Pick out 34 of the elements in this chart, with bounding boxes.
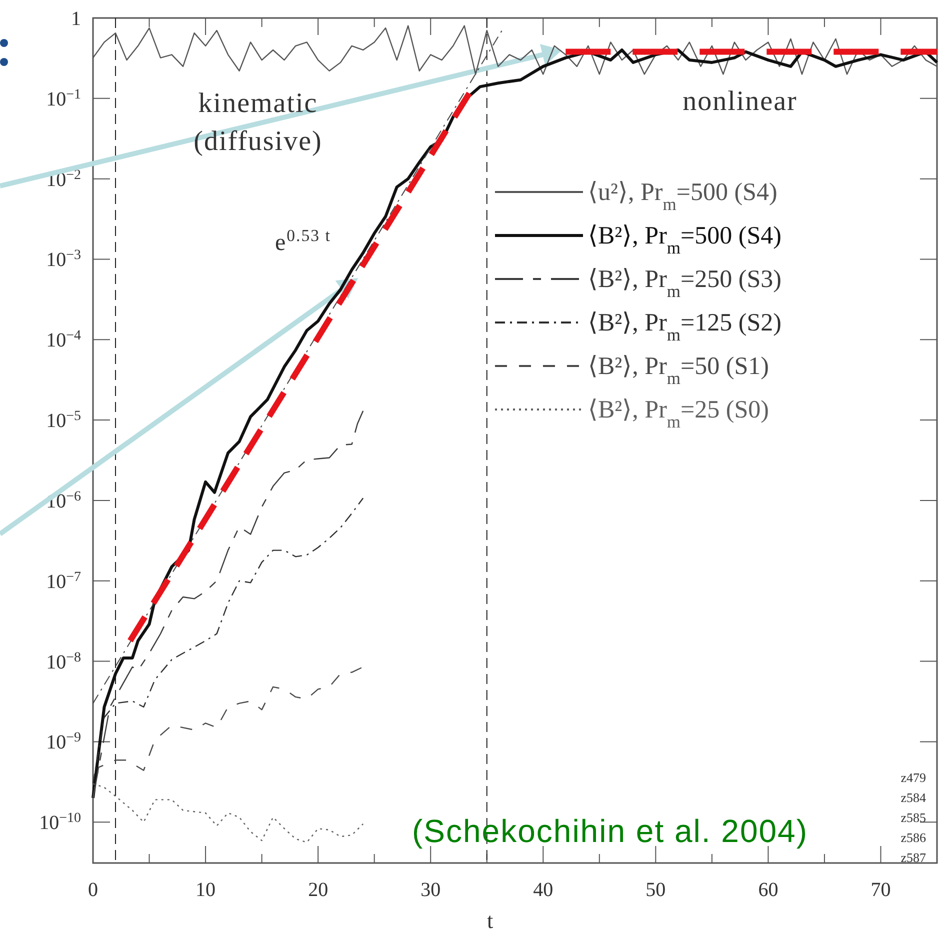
annotation: z584 [900, 790, 926, 805]
annotation: z479 [900, 770, 926, 785]
x-tick-label: 10 [196, 879, 216, 901]
x-tick-label: 70 [870, 879, 891, 901]
y-tick-label: 10$^{−3}$ [46, 248, 81, 272]
x-tick-label: 50 [646, 879, 666, 901]
y-tick-label: 10$^{−10}$ [39, 810, 81, 834]
legend-label: ⟨u²⟩, Pr$_{m}$=500 (S4) [588, 179, 778, 214]
y-tick-label: 10$^{−4}$ [46, 328, 81, 352]
x-tick-label: 60 [758, 879, 778, 901]
x-tick-label: 0 [88, 879, 98, 901]
y-tick-label: 10$^{−1}$ [46, 86, 81, 110]
annotation: z586 [900, 830, 926, 845]
annotation: nonlinear [682, 86, 798, 117]
y-tick-label: 10$^{−9}$ [46, 730, 81, 754]
annotation: (diffusive) [194, 126, 322, 157]
legend-label: ⟨B²⟩, Pr$_{m}$=250 (S3) [588, 266, 782, 301]
annotation: z587 [900, 850, 926, 865]
x-tick-label: 40 [533, 879, 554, 901]
y-tick-label: 10$^{−7}$ [46, 569, 81, 593]
y-tick-label: 10$^{−5}$ [46, 408, 81, 432]
annotation: kinematic [198, 88, 318, 119]
annotation: e$^{0.53 t}$ [275, 226, 331, 256]
y-tick-label: 1 [71, 8, 81, 30]
legend-label: ⟨B²⟩, Pr$_{m}$=50 (S1) [588, 353, 769, 388]
legend-label: ⟨B²⟩, Pr$_{m}$=125 (S2) [588, 310, 782, 344]
legend-label: ⟨B²⟩, Pr$_{m}$=25 (S0) [588, 396, 769, 432]
x-tick-label: 30 [420, 879, 441, 901]
annotation: z585 [900, 810, 926, 825]
annotation: (Schekochihin et al. 2004) [412, 813, 808, 849]
x-tick-label: 20 [308, 879, 328, 901]
legend-label: ⟨B²⟩, Pr$_{m}$=500 (S4) [588, 222, 782, 258]
y-tick-label: 10$^{−8}$ [46, 650, 81, 674]
x-axis-title: t [486, 908, 494, 933]
